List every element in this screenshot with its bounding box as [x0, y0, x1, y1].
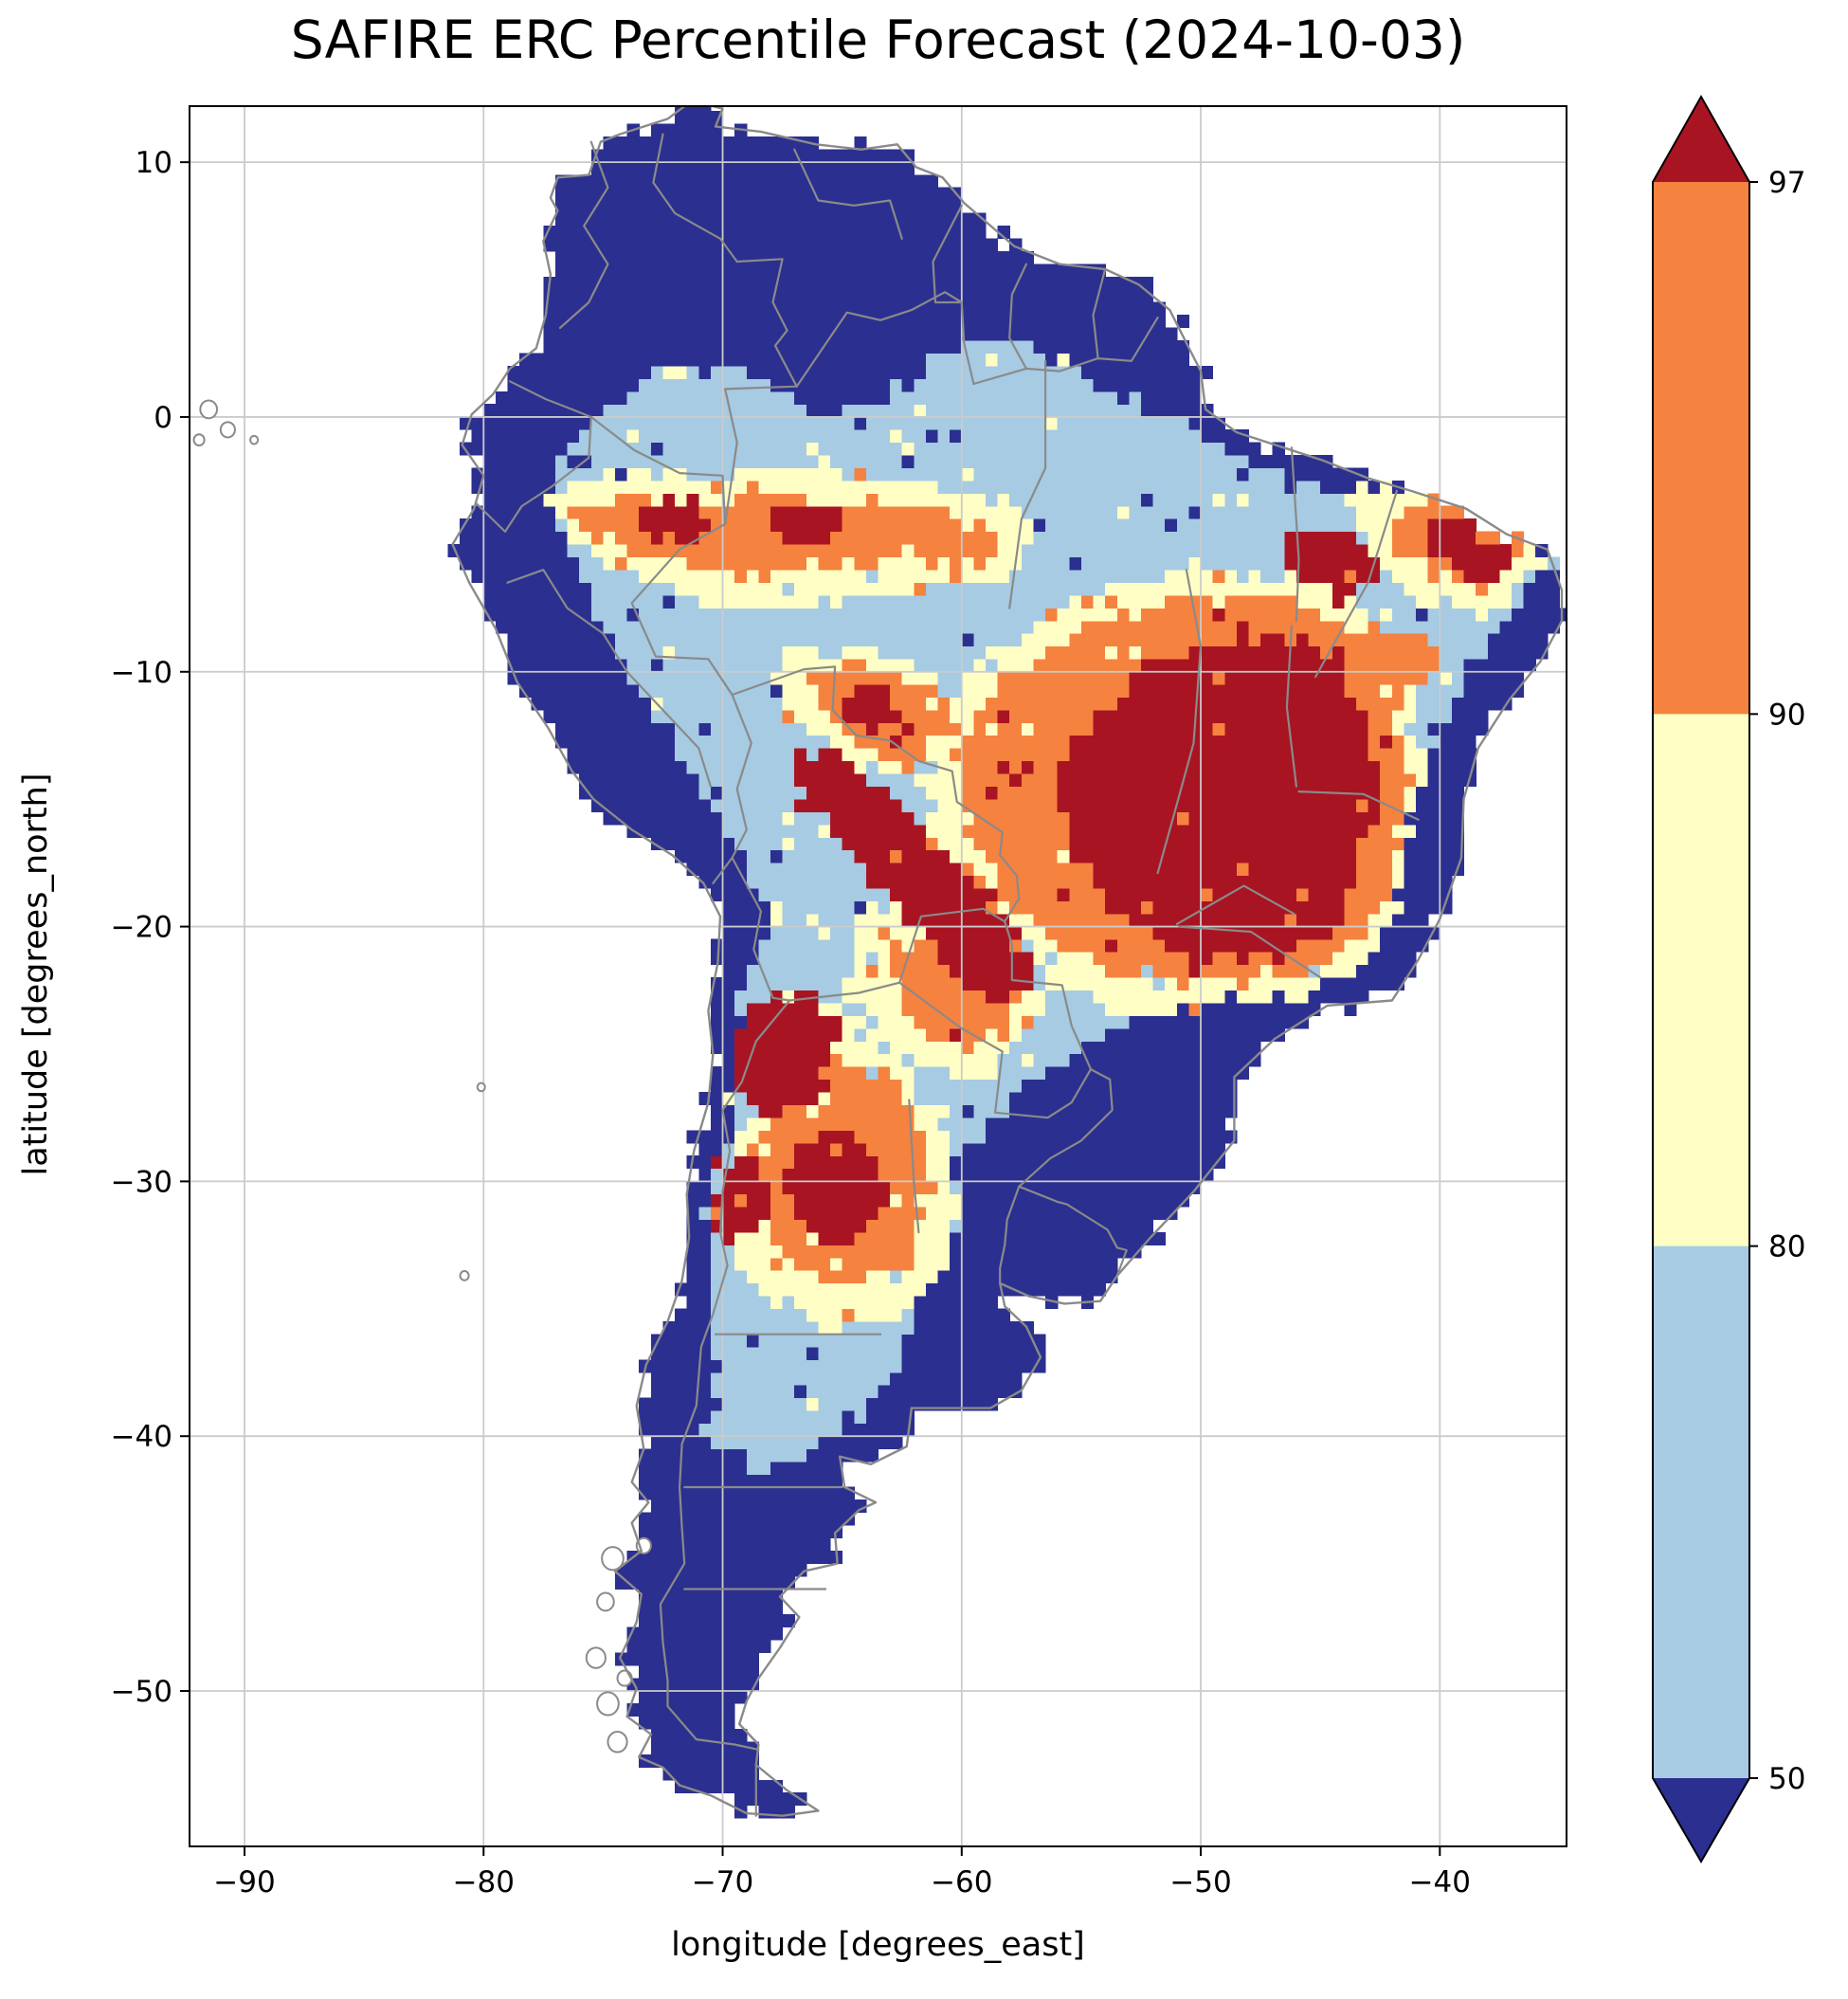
x-tick-label: −80: [453, 1865, 515, 1899]
x-axis-label: longitude [degrees_east]: [671, 1926, 1085, 1964]
colorbar: 97 90 80 50: [1652, 94, 1805, 1863]
y-tick-label: −10: [111, 656, 172, 690]
x-tick-label: −60: [931, 1865, 992, 1899]
y-tick-label: 10: [136, 146, 172, 180]
raster-cells: [447, 106, 1567, 1819]
colorbar-tick-label: 80: [1768, 1230, 1805, 1264]
colorbar-tick-label: 90: [1768, 698, 1805, 732]
colorbar-tick-label: 50: [1768, 1762, 1805, 1796]
gridlines: [190, 106, 1567, 1846]
admin-borders: [451, 106, 1564, 1817]
x-tick-label: −70: [692, 1865, 753, 1899]
colorbar-tick-label: 97: [1768, 166, 1805, 200]
y-tick-label: 0: [154, 401, 172, 435]
x-tick-label: −90: [213, 1865, 275, 1899]
axes-frame: [189, 105, 1567, 1847]
island-outlines: [192, 399, 652, 1754]
y-axis-ticks: 10 0 −10 −20 −30 −40 −50: [111, 146, 190, 1709]
y-tick-label: −20: [111, 911, 172, 945]
y-tick-label: −40: [111, 1420, 172, 1454]
x-tick-label: −40: [1409, 1865, 1471, 1899]
y-tick-label: −50: [111, 1675, 172, 1709]
chart-title: SAFIRE ERC Percentile Forecast (2024-10-…: [290, 9, 1466, 70]
x-tick-label: −50: [1169, 1865, 1231, 1899]
x-axis-ticks: −90 −80 −70 −60 −50 −40: [213, 1846, 1471, 1899]
y-tick-label: −30: [111, 1165, 172, 1199]
